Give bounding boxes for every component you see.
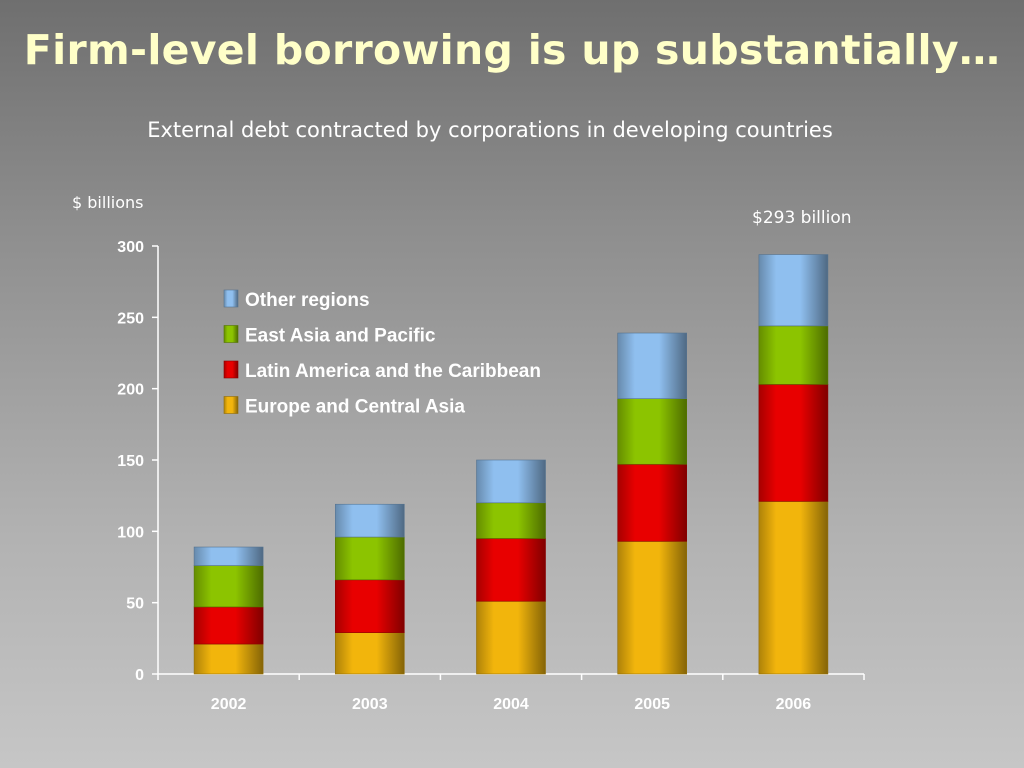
legend-swatch (223, 360, 239, 379)
legend-swatch (223, 325, 239, 343)
legend-label: Europe and Central Asia (245, 397, 465, 418)
y-tick-label: 50 (126, 596, 144, 613)
bar-segment-2005-1 (617, 463, 688, 542)
x-tick-label: 2003 (352, 696, 388, 713)
bar-segment-2002-2 (193, 565, 264, 608)
x-tick-label: 2004 (493, 696, 529, 713)
total-2006-annotation: $293 billion (752, 208, 852, 228)
bar-segment-2005-2 (617, 398, 688, 465)
y-tick-label: 150 (117, 453, 144, 470)
bar-segment-2006-3 (758, 254, 829, 327)
chart-legend: Other regions East Asia and Pacific Latin … (223, 289, 541, 418)
x-tick-label: 2002 (211, 696, 247, 713)
y-tick-label: 100 (117, 524, 144, 541)
bar-segment-2004-3 (476, 459, 546, 504)
y-tick-label: 200 (117, 382, 144, 399)
legend-label: Other regions (245, 290, 370, 311)
x-tick-label: 2006 (776, 696, 812, 713)
y-axis-unit-label: $ billions (72, 193, 144, 212)
slide-title: Firm-level borrowing is up substantially… (23, 26, 1001, 74)
chart-bars (193, 254, 829, 675)
bar-segment-2004-1 (476, 538, 546, 602)
legend-swatch (223, 396, 239, 414)
bar-segment-2003-1 (334, 579, 405, 633)
legend-label: Latin America and the Caribbean (245, 361, 541, 382)
chart-subtitle: External debt contracted by corporations… (147, 118, 833, 142)
y-tick-label: 250 (117, 310, 144, 327)
bar-segment-2002-1 (193, 606, 264, 645)
bar-segment-2004-2 (476, 502, 546, 539)
bar-segment-2003-3 (334, 503, 405, 538)
bar-segment-2006-0 (758, 501, 829, 675)
bar-segment-2006-1 (758, 384, 829, 502)
bar-segment-2003-2 (334, 536, 405, 581)
bar-segment-2002-3 (193, 546, 264, 566)
y-tick-label: 0 (135, 667, 144, 684)
bar-segment-2004-0 (476, 600, 546, 675)
bar-segment-2005-3 (617, 332, 688, 399)
x-tick-label: 2005 (634, 696, 670, 713)
bar-segment-2006-2 (758, 325, 829, 385)
bar-segment-2005-0 (617, 541, 688, 675)
legend-swatch (223, 289, 239, 308)
y-tick-label: 300 (117, 239, 144, 256)
chart-axes: 0 50 100 150 200 250 300 2002 2003 2004 2005 2006 (117, 239, 865, 713)
legend-label: East Asia and Pacific (245, 326, 436, 347)
bar-segment-2003-0 (334, 632, 405, 675)
bar-segment-2002-0 (193, 643, 264, 675)
